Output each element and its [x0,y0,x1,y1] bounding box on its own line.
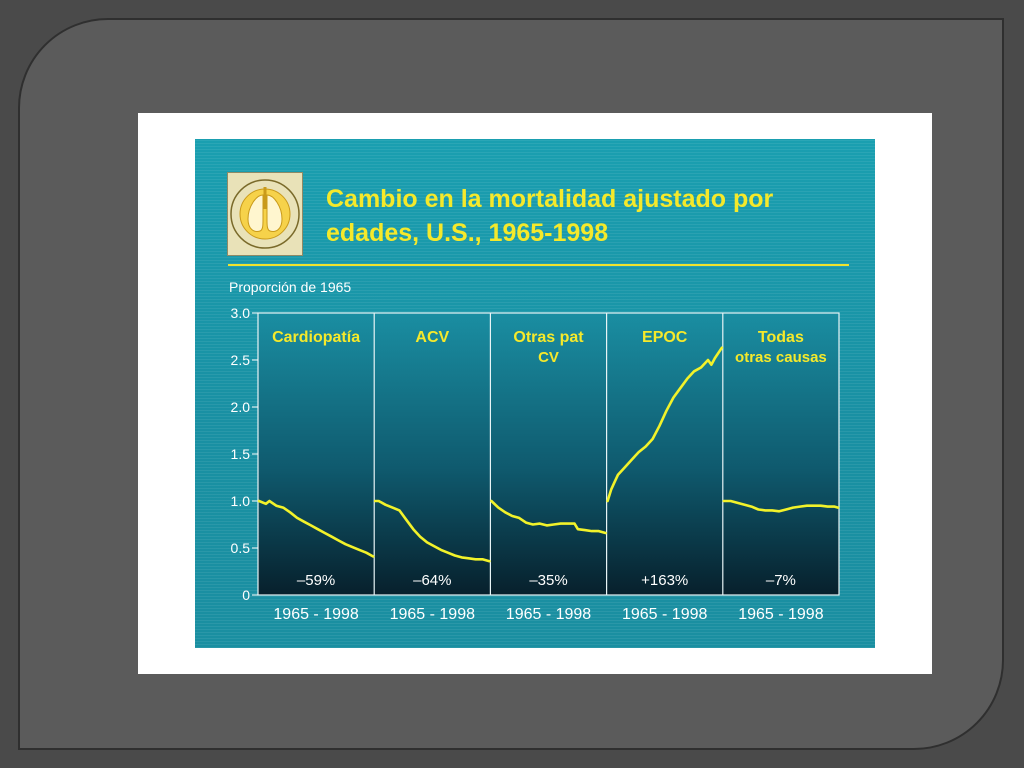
y-tick-label: 1.0 [231,493,251,509]
panel-title: ACV [415,329,449,346]
series-line [373,499,491,563]
panel-title: Todas [758,329,804,346]
slide-title: Cambio en la mortalidad ajustado por eda… [326,182,866,250]
x-tick-label: 1965 - 1998 [273,606,359,623]
change-label: –35% [529,572,567,589]
y-tick-label: 0.5 [231,540,251,556]
series-line [490,499,607,535]
x-tick-label: 1965 - 1998 [738,606,824,623]
x-tick-label: 1965 - 1998 [506,606,592,623]
y-tick-label: 2.5 [231,352,251,368]
y-tick-label: 3.0 [231,305,251,321]
panel-background [606,313,723,595]
change-label: –59% [297,572,335,589]
x-tick-label: 1965 - 1998 [622,606,708,623]
title-line-1: Cambio en la mortalidad ajustado por [326,185,774,213]
y-tick-label: 1.5 [231,446,251,462]
panel-background [490,313,607,595]
panel-background [722,313,839,595]
series-line [722,499,840,513]
chart: 3.0 2.5 2.0 1.5 1.0 0.5 0 Cardiopatía –59% 1965 -… [231,305,840,623]
change-label: –64% [413,572,451,589]
x-tick-label: 1965 - 1998 [390,606,476,623]
panel-title: CV [538,349,559,366]
panel-title: Otras pat [513,329,584,346]
slide: Cambio en la mortalidad ajustado por eda… [195,139,875,648]
title-line-2: edades, U.S., 1965-1998 [326,219,609,247]
panel-title: otras causas [735,349,827,366]
panel-title: Cardiopatía [272,329,360,346]
y-tick-label: 2.0 [231,399,251,415]
series-line [257,499,375,558]
change-label: –7% [766,572,796,589]
y-tick-label: 0 [242,587,250,603]
panel-background [374,313,491,595]
panel-background [258,313,375,595]
series-line [606,346,724,503]
y-axis-label: Proporción de 1965 [229,279,352,295]
lungs-logo-icon [227,172,303,256]
title-underline [228,264,849,266]
panel-title: EPOC [642,329,688,346]
change-label: +163% [641,572,688,589]
